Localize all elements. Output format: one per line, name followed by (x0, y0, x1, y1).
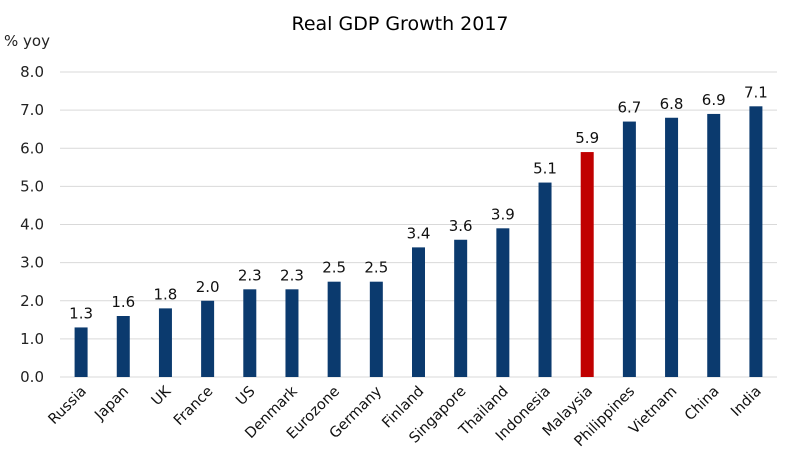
data-label: 1.8 (154, 285, 178, 303)
data-label: 2.5 (322, 259, 346, 277)
data-label: 6.8 (660, 95, 684, 113)
data-labels: 1.3 1.6 1.8 2.0 2.3 2.3 2.5 2.5 3.4 3.6 3.9 5.1 5.9 6… (69, 83, 768, 322)
data-label: 7.1 (744, 83, 768, 101)
x-tick-label: France (171, 383, 216, 428)
x-tick-label: China (682, 384, 723, 425)
y-tick-label: 5.0 (20, 177, 44, 195)
bar-thailand (496, 228, 510, 377)
y-tick-label: 7.0 (20, 101, 44, 119)
bar-russia (74, 327, 88, 377)
chart-title: Real GDP Growth 2017 (291, 13, 508, 35)
bar-denmark (285, 289, 299, 377)
data-label: 2.3 (238, 266, 262, 284)
bar-singapore (454, 239, 468, 377)
data-label: 1.3 (69, 304, 93, 322)
bars (74, 106, 763, 377)
y-tick-label: 1.0 (20, 330, 44, 348)
bar-indonesia (538, 182, 552, 377)
data-label: 2.0 (196, 278, 220, 296)
data-label: 2.3 (280, 266, 304, 284)
gridlines (60, 71, 777, 378)
bar-eurozone (327, 281, 341, 377)
y-tick-label: 0.0 (20, 368, 44, 386)
y-axis-label: % yoy (4, 32, 50, 50)
x-tick-label: Japan (91, 384, 132, 425)
bar-malaysia (580, 152, 594, 377)
bar-us (243, 289, 257, 377)
data-label: 6.9 (702, 91, 726, 109)
x-tick-label: UK (149, 383, 175, 409)
data-label: 1.6 (111, 293, 135, 311)
data-label: 2.5 (364, 259, 388, 277)
x-tick-label: Russia (46, 384, 90, 428)
x-tick-label: US (233, 384, 258, 409)
bar-vietnam (665, 117, 679, 377)
bar-france (201, 300, 215, 377)
bar-india (749, 106, 763, 377)
y-axis-ticks: 0.0 1.0 2.0 3.0 4.0 5.0 6.0 7.0 8.0 (20, 63, 44, 386)
x-tick-label: India (728, 384, 764, 420)
bar-japan (116, 316, 130, 377)
bar-china (707, 113, 721, 377)
data-label: 3.4 (407, 224, 431, 242)
y-tick-label: 8.0 (20, 63, 44, 81)
data-label: 5.9 (575, 129, 599, 147)
data-label: 3.9 (491, 205, 515, 223)
bar-philippines (622, 121, 636, 377)
bar-germany (369, 281, 383, 377)
y-tick-label: 2.0 (20, 292, 44, 310)
data-label: 3.6 (449, 217, 473, 235)
y-tick-label: 4.0 (20, 216, 44, 234)
data-label: 6.7 (617, 99, 641, 117)
data-label: 5.1 (533, 160, 557, 178)
bar-finland (412, 247, 425, 377)
bar-uk (158, 308, 172, 377)
y-tick-label: 6.0 (20, 139, 44, 157)
y-tick-label: 3.0 (20, 254, 44, 272)
